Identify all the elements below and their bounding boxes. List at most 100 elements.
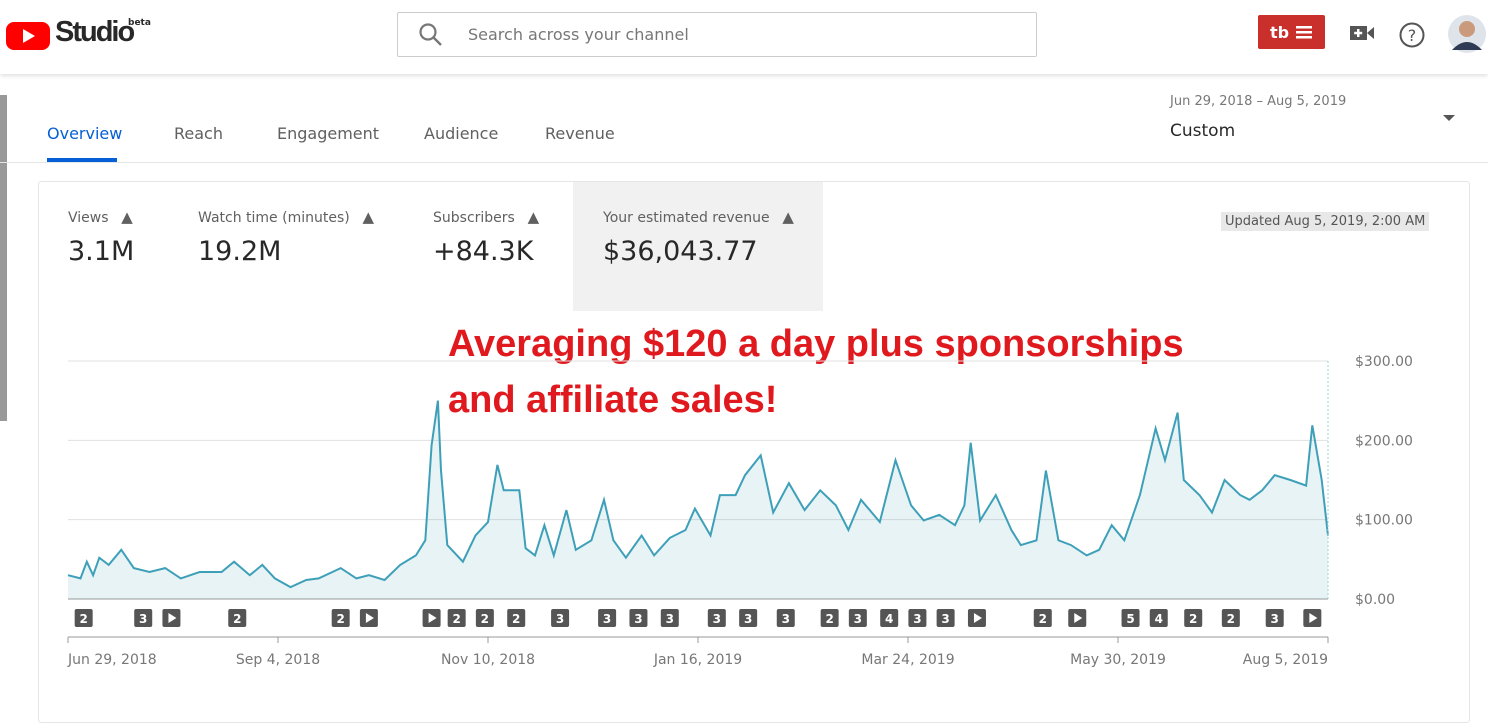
y-tick-label: $200.00 — [1355, 433, 1413, 449]
logo-text[interactable]: Studio — [55, 16, 135, 48]
event-marker-box — [1033, 609, 1052, 627]
event-marker-box — [1121, 609, 1140, 627]
event-marker[interactable]: 3 — [1265, 609, 1284, 627]
event-marker[interactable]: 5 — [1121, 609, 1140, 627]
updated-badge: Updated Aug 5, 2019, 2:00 AM — [1221, 212, 1430, 231]
video-marker[interactable] — [1068, 609, 1087, 627]
video-marker[interactable] — [967, 609, 986, 627]
tab[interactable]: Engagement — [277, 124, 380, 143]
event-marker[interactable]: 2 — [331, 609, 350, 627]
event-marker[interactable]: 3 — [134, 609, 153, 627]
event-marker-count: 3 — [854, 612, 862, 626]
event-marker[interactable]: 2 — [1033, 609, 1052, 627]
annotation-line: Averaging $120 a day plus sponsorships — [448, 323, 1184, 365]
video-marker-icon — [973, 613, 982, 623]
y-tick-label: $300.00 — [1355, 354, 1413, 370]
video-marker[interactable] — [162, 609, 181, 627]
event-marker-count: 3 — [1271, 612, 1279, 626]
dropdown-arrow[interactable] — [1442, 113, 1456, 123]
tab[interactable]: Overview — [47, 124, 123, 143]
svg-text:?: ? — [1408, 26, 1417, 45]
event-marker[interactable]: 2 — [228, 609, 247, 627]
event-marker[interactable]: 3 — [551, 609, 570, 627]
event-marker[interactable]: 3 — [936, 609, 955, 627]
logo-icon[interactable] — [6, 20, 50, 50]
event-marker[interactable]: 3 — [739, 609, 758, 627]
x-tick-label: May 30, 2019 — [1070, 652, 1166, 668]
help-icon[interactable]: ? — [1398, 21, 1426, 49]
event-marker-count: 2 — [481, 612, 489, 626]
event-marker-box — [936, 609, 955, 627]
event-marker[interactable]: 2 — [475, 609, 494, 627]
event-marker[interactable]: 4 — [880, 609, 899, 627]
event-marker[interactable]: 2 — [447, 609, 466, 627]
event-marker-count: 3 — [603, 612, 611, 626]
event-marker-box — [629, 609, 648, 627]
tab[interactable]: Reach — [174, 124, 223, 143]
metric-label: Your estimated revenue ▲ — [603, 208, 794, 226]
search-box[interactable]: Search across your channel — [397, 12, 1037, 57]
event-marker-count: 3 — [782, 612, 790, 626]
event-marker-box — [848, 609, 867, 627]
event-marker-box — [331, 609, 350, 627]
event-marker-box — [598, 609, 617, 627]
date-preset[interactable]: Custom — [1170, 121, 1236, 141]
event-marker[interactable]: 4 — [1149, 609, 1168, 627]
event-marker[interactable]: 3 — [908, 609, 927, 627]
tab[interactable]: Revenue — [545, 124, 615, 143]
x-tick-label: Sep 4, 2018 — [236, 652, 320, 668]
tubebuddy-button[interactable]: tb — [1258, 15, 1325, 49]
metric-label: Watch time (minutes) ▲ — [198, 208, 375, 226]
event-marker[interactable]: 3 — [707, 609, 726, 627]
warning-icon[interactable]: ▲ — [116, 208, 133, 226]
event-marker-box — [74, 609, 93, 627]
search-placeholder: Search across your channel — [468, 25, 689, 44]
metric-value: 19.2M — [198, 236, 282, 267]
video-marker[interactable] — [359, 609, 378, 627]
tubebuddy-icon: tb — [1270, 23, 1312, 42]
event-marker[interactable]: 3 — [776, 609, 795, 627]
event-marker-count: 2 — [512, 612, 520, 626]
event-marker[interactable]: 2 — [507, 609, 526, 627]
event-marker-box — [880, 609, 899, 627]
event-marker[interactable]: 3 — [660, 609, 679, 627]
event-marker-box — [739, 609, 758, 627]
event-marker-box — [1221, 609, 1240, 627]
event-marker[interactable]: 3 — [848, 609, 867, 627]
event-marker-box — [1184, 609, 1203, 627]
metric-selected[interactable] — [573, 182, 823, 311]
date-range[interactable]: Jun 29, 2018 – Aug 5, 2019 — [1170, 94, 1347, 109]
warning-icon[interactable]: ▲ — [522, 208, 540, 226]
event-marker-box — [660, 609, 679, 627]
metric-label: Subscribers ▲ — [433, 208, 540, 226]
video-marker-icon — [1074, 613, 1083, 623]
event-marker-count: 5 — [1126, 612, 1134, 626]
event-marker[interactable]: 3 — [598, 609, 617, 627]
event-marker[interactable]: 2 — [1184, 609, 1203, 627]
warning-icon[interactable]: ▲ — [357, 208, 375, 226]
metric-value: $36,043.77 — [603, 236, 758, 267]
event-marker-box — [707, 609, 726, 627]
tab[interactable]: Audience — [424, 124, 499, 143]
event-marker[interactable]: 2 — [1221, 609, 1240, 627]
event-marker-box — [551, 609, 570, 627]
event-marker-box — [1149, 609, 1168, 627]
event-marker-count: 2 — [825, 612, 833, 626]
event-marker[interactable]: 3 — [629, 609, 648, 627]
event-marker[interactable]: 2 — [74, 609, 93, 627]
area — [68, 400, 1328, 599]
y-tick-label: $100.00 — [1355, 513, 1413, 529]
event-marker-count: 2 — [1227, 612, 1235, 626]
create-icon[interactable] — [1349, 22, 1375, 44]
event-marker-count: 2 — [1039, 612, 1047, 626]
video-marker[interactable] — [422, 609, 441, 627]
warning-icon[interactable]: ▲ — [777, 208, 794, 226]
annotation: Averaging $120 a day plus sponsorships an… — [448, 316, 1184, 428]
event-marker-box — [134, 609, 153, 627]
avatar[interactable] — [1447, 14, 1487, 54]
event-marker-count: 2 — [452, 612, 460, 626]
tab-indicator — [47, 158, 117, 162]
event-marker[interactable]: 2 — [820, 609, 839, 627]
x-tick-label: Nov 10, 2018 — [441, 652, 535, 668]
video-marker[interactable] — [1303, 609, 1322, 627]
